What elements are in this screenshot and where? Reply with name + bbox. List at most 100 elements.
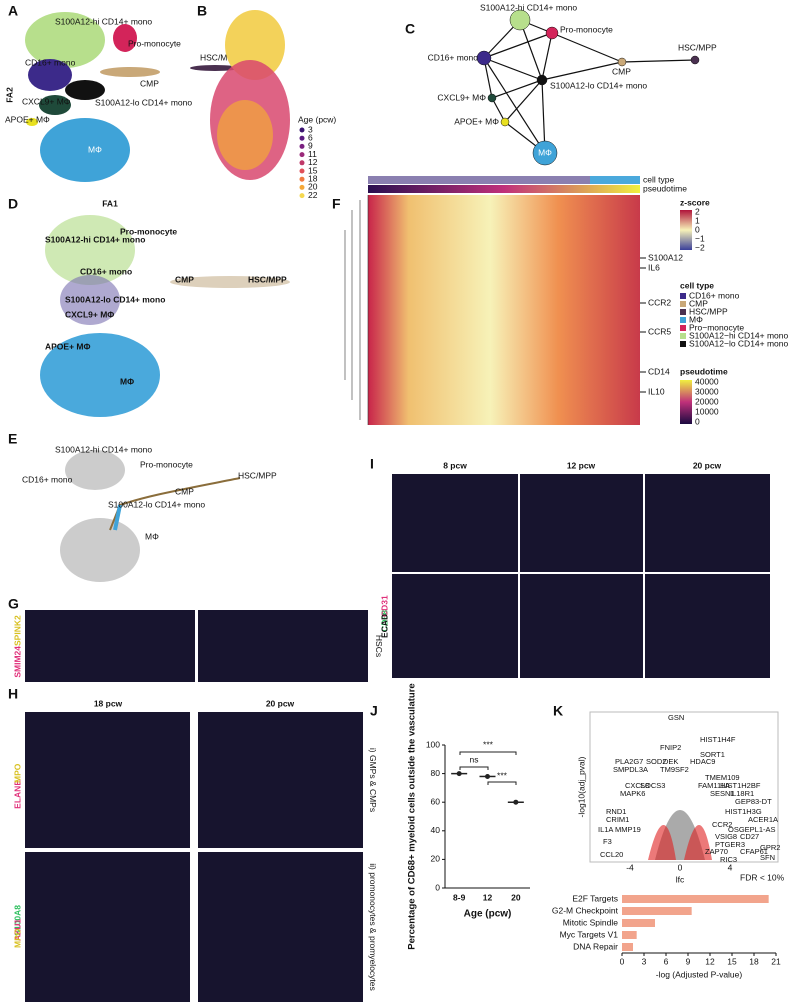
gene-label: SORT1 — [700, 750, 725, 759]
panel-c: C S100A12-hi CD14+ mono Pro-monocyte CD16+… — [405, 2, 717, 166]
x-tick-label: 6 — [664, 956, 669, 966]
y-tick-label: 20 — [431, 854, 441, 864]
gene-label: GPR2 — [760, 843, 780, 852]
x-tick-label: 9 — [686, 956, 691, 966]
label: HSC/MPP — [238, 470, 277, 480]
label: APOE+ MΦ — [5, 114, 50, 124]
gene-label: FNIP2 — [660, 743, 681, 752]
panel-letter: F — [332, 196, 341, 212]
legend-label: 12 — [308, 157, 318, 167]
node-label: S100A12-lo CD14+ mono — [550, 80, 647, 90]
legend-title: cell type — [680, 280, 714, 290]
column-label: 20 pcw — [266, 698, 295, 708]
legend-label: 3 — [308, 124, 313, 134]
legend-label: 20 — [308, 182, 318, 192]
column-label: 12 pcw — [567, 460, 596, 470]
legend-swatch — [299, 143, 305, 149]
edge — [551, 32, 623, 63]
axis-label: Age (pcw) — [464, 909, 512, 920]
gene-label: HIST1H2BF — [720, 781, 761, 790]
stain-label: CD31 — [379, 595, 389, 617]
gene-label: CFAP61 — [740, 847, 768, 856]
node-label: CMP — [612, 66, 631, 76]
column-label: 18 pcw — [94, 698, 123, 708]
legend-swatch — [680, 309, 686, 315]
bar — [622, 943, 633, 951]
gene-label: IL6 — [648, 262, 660, 272]
gene-label: GSN — [668, 713, 684, 722]
panel-letter: E — [8, 431, 17, 447]
legend-swatch — [680, 325, 686, 331]
legend-swatch — [680, 341, 686, 347]
edge — [504, 79, 543, 123]
colorbar-label: 30000 — [695, 386, 719, 396]
colorbar-label: 1 — [695, 215, 700, 225]
label: S100A12-hi CD14+ mono — [55, 16, 152, 26]
legend-label: 6 — [308, 132, 313, 142]
micrograph — [520, 474, 643, 572]
node-label: CD16+ mono — [428, 52, 479, 62]
x-tick-label: 15 — [727, 956, 737, 966]
edge — [483, 32, 553, 59]
legend-swatch — [680, 293, 686, 299]
gene-label: ZAP70 — [705, 847, 728, 856]
legend-swatch — [680, 301, 686, 307]
gene-label: SFN — [760, 853, 775, 862]
category-label: Myc Targets V1 — [560, 929, 619, 939]
colorbar-label: 0 — [695, 416, 700, 426]
panel-j: J ns *** *** 0 20 40 60 80 100 8-9 12 20 Age (pcw… — [370, 683, 530, 950]
gene-label: CD27 — [740, 832, 759, 841]
y-tick-label: 80 — [431, 768, 441, 778]
label: CMP — [140, 78, 159, 88]
gene-label: CCR2 — [648, 297, 671, 307]
micrograph — [392, 574, 518, 678]
gene-label: IL18R1 — [730, 789, 754, 798]
gene-label: IL10 — [648, 386, 665, 396]
gene-label: MMP19 — [615, 825, 641, 834]
gene-label: SESN1 — [710, 789, 735, 798]
tick-label: 4 — [728, 862, 733, 872]
legend-label: Pro−monocyte — [689, 322, 744, 332]
x-tick-label: 12 — [483, 892, 493, 902]
label: CMP — [175, 274, 194, 284]
axis-label: -log (Adjusted P-value) — [656, 969, 743, 979]
cluster — [65, 450, 125, 490]
stain-label: SPINK2 — [12, 615, 22, 646]
bracket — [459, 751, 517, 785]
y-tick-label: 60 — [431, 796, 441, 806]
heatmap — [368, 195, 640, 425]
micrograph — [645, 574, 770, 678]
node — [617, 57, 627, 67]
gene-label: HIST1H4F — [700, 735, 736, 744]
annotation: *** — [483, 739, 494, 749]
gene-label: CCL20 — [600, 850, 623, 859]
stain-label: ECAD — [379, 614, 389, 638]
micrograph — [25, 852, 190, 1002]
category-label: G2-M Checkpoint — [552, 905, 619, 915]
node — [532, 140, 558, 166]
label: CMP — [175, 486, 194, 496]
legend-label: 22 — [308, 190, 318, 200]
colorbar — [680, 210, 692, 250]
legend-swatch — [680, 317, 686, 323]
label: S100A12-lo CD14+ mono — [108, 499, 205, 509]
cluster — [45, 215, 135, 285]
category-label: E2F Targets — [572, 893, 618, 903]
bar — [622, 931, 637, 939]
annotation-bar — [590, 176, 640, 184]
gene-label: GEP83-DT — [735, 797, 772, 806]
micrograph — [198, 610, 368, 682]
gene-label: VSIG8 — [715, 832, 737, 841]
gene-label: S100A12 — [648, 252, 683, 262]
tick-label: -4 — [626, 862, 634, 872]
gene-label: HDAC9 — [690, 757, 715, 766]
axis-label: FA2 — [4, 87, 14, 103]
label: HSC/MPP — [248, 274, 287, 284]
legend-swatch — [299, 193, 305, 199]
panel-letter: J — [370, 703, 378, 719]
node — [545, 26, 559, 40]
